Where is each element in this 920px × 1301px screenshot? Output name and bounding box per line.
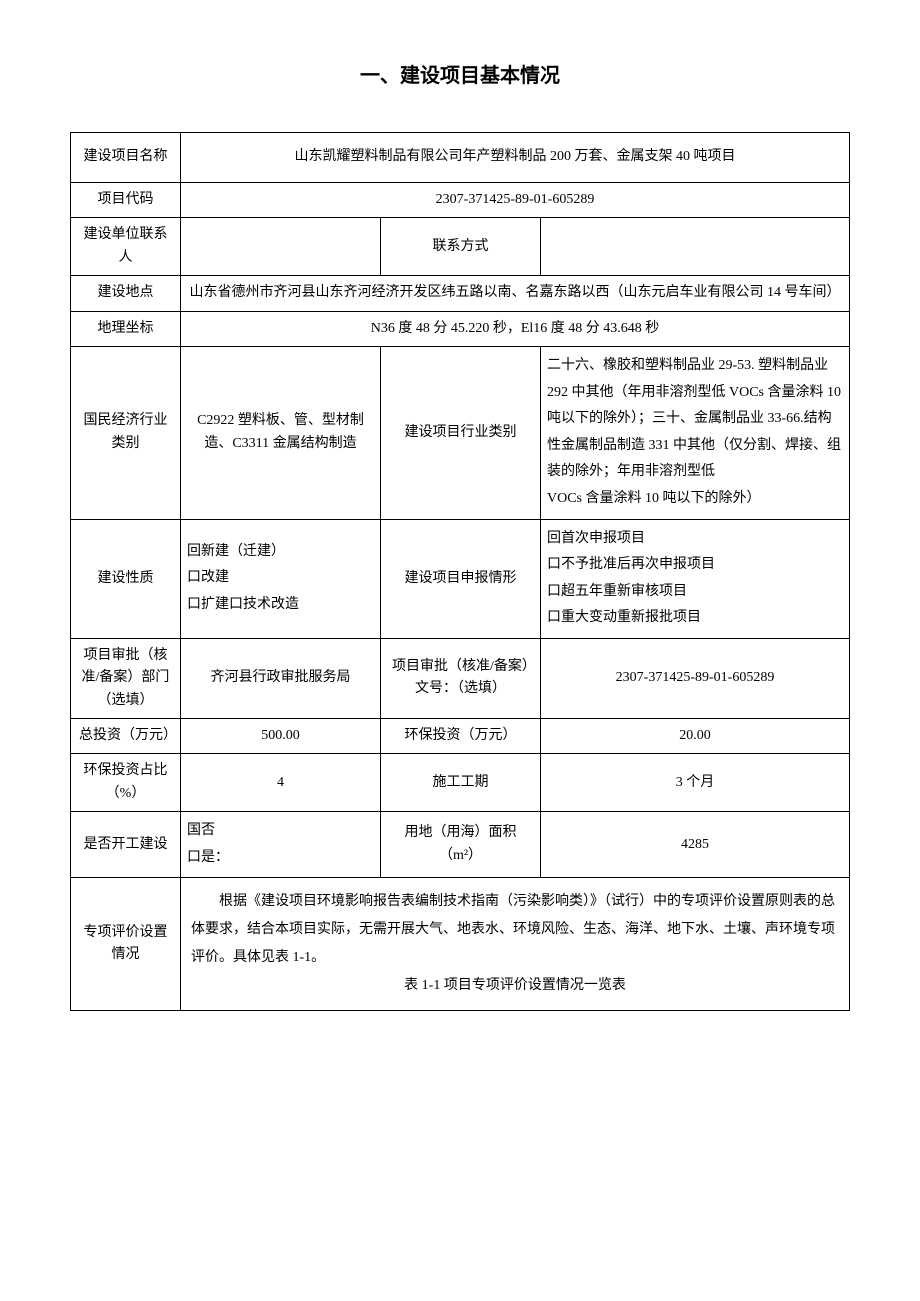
value-period: 3 个月	[541, 754, 850, 812]
label-coords: 地理坐标	[71, 311, 181, 346]
label-address: 建设地点	[71, 276, 181, 311]
eval-subtitle: 表 1-1 项目专项评价设置情况一览表	[191, 972, 839, 1000]
project-info-table: 建设项目名称 山东凯耀塑料制品有限公司年产塑料制品 200 万套、金属支架 40…	[70, 132, 850, 1011]
page-title: 一、建设项目基本情况	[70, 60, 850, 92]
label-land-area: 用地（用海）面积（m²）	[381, 812, 541, 878]
label-declare-type: 建设项目申报情形	[381, 519, 541, 638]
value-coords: N36 度 48 分 45.220 秒，El16 度 48 分 43.648 秒	[181, 311, 850, 346]
label-approval-dept: 项目审批（核准/备案）部门（选填）	[71, 638, 181, 718]
label-approval-no: 项目审批（核准/备案）文号：（选填）	[381, 638, 541, 718]
value-project-code: 2307-371425-89-01-605289	[181, 183, 850, 218]
table-row: 建设单位联系人 联系方式	[71, 218, 850, 276]
table-row: 项目审批（核准/备案）部门（选填） 齐河县行政审批服务局 项目审批（核准/备案）…	[71, 638, 850, 718]
table-row: 建设性质 回新建（迁建）口改建口扩建口技术改造 建设项目申报情形 回首次申报项目…	[71, 519, 850, 638]
label-special-eval: 专项评价设置情况	[71, 878, 181, 1011]
label-project-code: 项目代码	[71, 183, 181, 218]
label-industry-type: 建设项目行业类别	[381, 346, 541, 519]
label-project-name: 建设项目名称	[71, 133, 181, 183]
table-row: 建设项目名称 山东凯耀塑料制品有限公司年产塑料制品 200 万套、金属支架 40…	[71, 133, 850, 183]
value-industry: C2922 塑料板、管、型材制造、C3311 金属结构制造	[181, 346, 381, 519]
table-row: 总投资（万元） 500.00 环保投资（万元） 20.00	[71, 719, 850, 754]
table-row: 环保投资占比（%） 4 施工工期 3 个月	[71, 754, 850, 812]
value-land-area: 4285	[541, 812, 850, 878]
value-ratio: 4	[181, 754, 381, 812]
value-special-eval: 根据《建设项目环境影响报告表编制技术指南（污染影响类）》（试行）中的专项评价设置…	[181, 878, 850, 1011]
value-address: 山东省德州市齐河县山东齐河经济开发区纬五路以南、名嘉东路以西（山东元启车业有限公…	[181, 276, 850, 311]
label-ratio: 环保投资占比（%）	[71, 754, 181, 812]
table-row: 地理坐标 N36 度 48 分 45.220 秒，El16 度 48 分 43.…	[71, 311, 850, 346]
table-row: 专项评价设置情况 根据《建设项目环境影响报告表编制技术指南（污染影响类）》（试行…	[71, 878, 850, 1011]
value-contact-person	[181, 218, 381, 276]
label-contact: 建设单位联系人	[71, 218, 181, 276]
value-declare-type: 回首次申报项目口不予批准后再次申报项目口超五年重新审核项目口重大变动重新报批项目	[541, 519, 850, 638]
table-row: 国民经济行业类别 C2922 塑料板、管、型材制造、C3311 金属结构制造 建…	[71, 346, 850, 519]
label-start: 是否开工建设	[71, 812, 181, 878]
label-period: 施工工期	[381, 754, 541, 812]
value-contact-method	[541, 218, 850, 276]
label-contact-method: 联系方式	[381, 218, 541, 276]
label-investment: 总投资（万元）	[71, 719, 181, 754]
label-nature: 建设性质	[71, 519, 181, 638]
table-row: 项目代码 2307-371425-89-01-605289	[71, 183, 850, 218]
value-project-name: 山东凯耀塑料制品有限公司年产塑料制品 200 万套、金属支架 40 吨项目	[181, 133, 850, 183]
value-industry-type: 二十六、橡胶和塑料制品业 29-53. 塑料制品业 292 中其他（年用非溶剂型…	[541, 346, 850, 519]
eval-paragraph: 根据《建设项目环境影响报告表编制技术指南（污染影响类）》（试行）中的专项评价设置…	[191, 888, 839, 972]
value-env-investment: 20.00	[541, 719, 850, 754]
table-row: 是否开工建设 国否口是： 用地（用海）面积（m²） 4285	[71, 812, 850, 878]
label-industry: 国民经济行业类别	[71, 346, 181, 519]
label-env-investment: 环保投资（万元）	[381, 719, 541, 754]
value-nature: 回新建（迁建）口改建口扩建口技术改造	[181, 519, 381, 638]
value-start: 国否口是：	[181, 812, 381, 878]
value-approval-no: 2307-371425-89-01-605289	[541, 638, 850, 718]
value-approval-dept: 齐河县行政审批服务局	[181, 638, 381, 718]
value-investment: 500.00	[181, 719, 381, 754]
table-row: 建设地点 山东省德州市齐河县山东齐河经济开发区纬五路以南、名嘉东路以西（山东元启…	[71, 276, 850, 311]
